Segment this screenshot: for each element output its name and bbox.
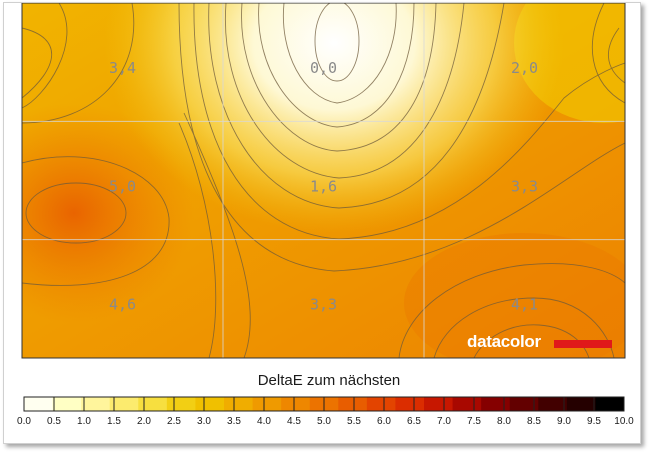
colorbar-segment [424,397,454,411]
grid-lines [22,3,625,358]
colorbar-tick-label: 0.0 [17,416,31,427]
colorbar-segment [566,397,596,411]
heatmap-cool-region [104,3,564,233]
datacolor-logo: datacolor [467,332,612,351]
cell-value: 0,0 [310,59,337,77]
cell-value: 4,1 [511,296,538,314]
cell-value: 3,4 [109,59,136,77]
colorbar-segment [252,397,282,411]
colorbar-segment [166,397,196,411]
deltae-heatmap-chart: 3,4 0,0 2,0 5,0 1,6 3,3 4,6 3,3 4,1 datacolor De… [17,3,634,427]
cell-value: 3,3 [310,296,337,314]
colorbar-tick-label: 8.5 [527,416,541,427]
colorbar-segment [138,397,168,411]
colorbar-segment [24,397,54,411]
colorbar-title: DeltaE zum nächsten [258,372,401,389]
colorbar-tick-label: 9.5 [587,416,601,427]
cell-values: 3,4 0,0 2,0 5,0 1,6 3,3 4,6 3,3 4,1 [109,59,538,314]
colorbar-segment [395,397,425,411]
colorbar-segment [52,397,82,411]
colorbar-tick-label: 6.5 [407,416,421,427]
colorbar-segment [509,397,539,411]
colorbar-tick-label: 5.5 [347,416,361,427]
datacolor-logo-text: datacolor [467,332,542,351]
colorbar-segment [109,397,139,411]
colorbar-segment [81,397,111,411]
cell-value: 2,0 [511,59,538,77]
colorbar-tick-label: 2.0 [137,416,151,427]
plot-border [21,3,626,359]
colorbar-tick-label: 7.5 [467,416,481,427]
datacolor-logo-bar [554,340,612,348]
colorbar-segment [538,397,568,411]
colorbar-tick-label: 4.5 [287,416,301,427]
colorbar-tick-label: 3.0 [197,416,211,427]
colorbar-segment [281,397,311,411]
colorbar-segment [452,397,482,411]
colorbar-tick-label: 5.0 [317,416,331,427]
colorbar-tick-label: 10.0 [614,416,634,427]
colorbar-tick-label: 3.5 [227,416,241,427]
cell-value: 4,6 [109,296,136,314]
heatmap-plot-area [22,3,625,358]
cell-value: 1,6 [310,177,337,195]
colorbar-tick-label: 2.5 [167,416,181,427]
colorbar-tick-label: 9.0 [557,416,571,427]
colorbar-tick-label: 4.0 [257,416,271,427]
colorbar-tick-label: 1.0 [77,416,91,427]
colorbar-tick-label: 6.0 [377,416,391,427]
chart-frame: 3,4 0,0 2,0 5,0 1,6 3,3 4,6 3,3 4,1 datacolor De… [3,2,641,444]
colorbar-segment [366,397,396,411]
colorbar-tick-label: 0.5 [47,416,61,427]
colorbar-segment [224,397,254,411]
colorbar-tick-label: 1.5 [107,416,121,427]
cell-value: 5,0 [109,177,136,195]
contour-lines [22,3,625,358]
colorbar-segment [481,397,511,411]
colorbar-segment [595,397,625,411]
colorbar-tick-label: 8.0 [497,416,511,427]
colorbar-segment [195,397,225,411]
colorbar-ticks: 0.0 0.5 1.0 1.5 2.0 2.5 3.0 3.5 4.0 4.5 5.0 5.5 6.0 6… [17,397,634,427]
cell-value: 3,3 [511,177,538,195]
colorbar-segment [338,397,368,411]
colorbar-tick-label: 7.0 [437,416,451,427]
